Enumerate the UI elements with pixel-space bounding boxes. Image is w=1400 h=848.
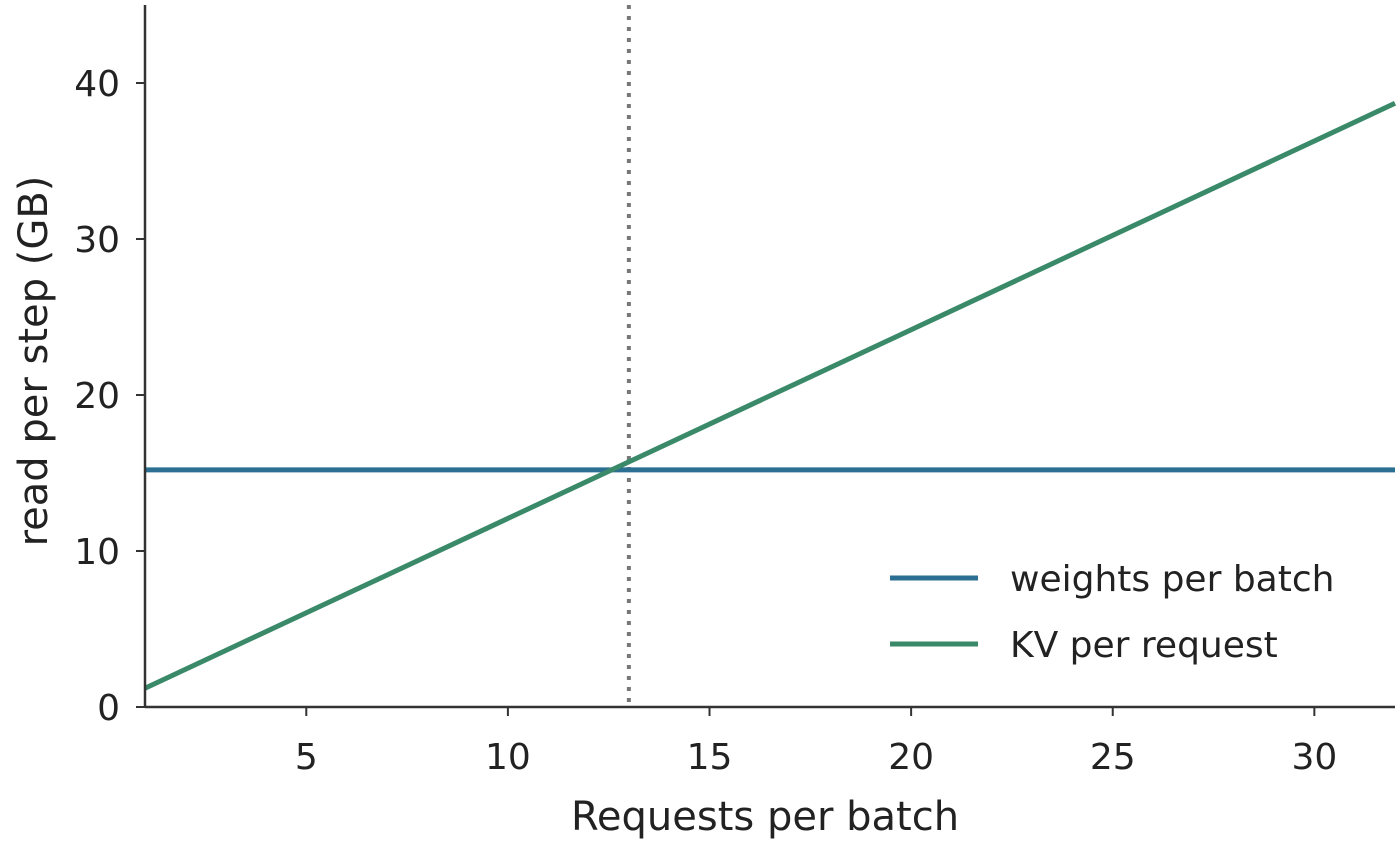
- y-axis-ticks: 0 10 20 30 40: [74, 64, 145, 729]
- x-tick-label: 10: [485, 737, 531, 778]
- legend: weights per batch KV per request: [890, 559, 1334, 666]
- plot-area: [143, 5, 1397, 707]
- legend-label-1: KV per request: [1010, 625, 1278, 666]
- y-tick-label: 10: [74, 532, 120, 573]
- axes: [143, 5, 1395, 709]
- y-axis-label: read per step (GB): [11, 176, 57, 547]
- x-axis-label: Requests per batch: [571, 794, 959, 840]
- x-tick-label: 25: [1090, 737, 1136, 778]
- y-tick-label: 40: [74, 64, 120, 105]
- x-tick-label: 20: [888, 737, 934, 778]
- y-tick-label: 20: [74, 376, 120, 417]
- x-tick-label: 5: [295, 737, 318, 778]
- y-tick-label: 0: [97, 688, 120, 729]
- x-tick-label: 15: [687, 737, 733, 778]
- y-tick-label: 30: [74, 220, 120, 261]
- series-line-1: [143, 101, 1397, 691]
- x-axis-ticks: 5 10 15 20 25 30: [295, 707, 1337, 778]
- x-tick-label: 30: [1291, 737, 1337, 778]
- legend-label-0: weights per batch: [1010, 559, 1334, 600]
